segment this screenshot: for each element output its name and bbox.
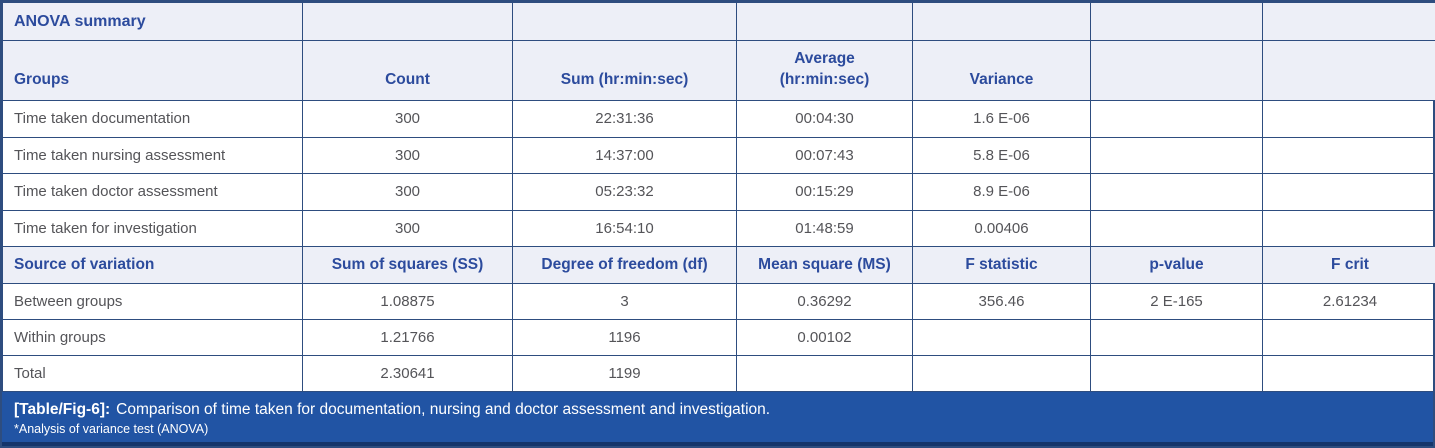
empty-cell — [1090, 2, 1263, 41]
table-cell — [1090, 173, 1263, 211]
col-header-sum-of-squares: Sum of squares (SS) — [302, 246, 513, 284]
anova-table: ANOVA summary Groups Count Sum (hr:min:s… — [2, 2, 1435, 392]
table-cell: 300 — [302, 136, 513, 174]
table-cell — [736, 355, 913, 392]
table-cell: 01:48:59 — [736, 209, 913, 247]
row-label: Within groups — [2, 319, 303, 356]
empty-cell — [912, 2, 1091, 41]
col-header-groups: Groups — [2, 40, 303, 101]
caption-bar: [Table/Fig-6]: Comparison of time taken f… — [2, 392, 1433, 446]
figure-footnote: *Analysis of variance test (ANOVA) — [14, 421, 209, 436]
table-row: Time taken documentation 300 22:31:36 00… — [2, 100, 1435, 138]
table-cell: 356.46 — [912, 283, 1091, 320]
figure-caption: [Table/Fig-6]: Comparison of time taken f… — [14, 399, 1421, 421]
table-cell: 1196 — [512, 319, 737, 356]
figure-caption-label: [Table/Fig-6]: — [14, 400, 111, 418]
row-label: Time taken documentation — [2, 100, 303, 138]
table-cell: 1.6 E-06 — [912, 100, 1091, 138]
table-cell: 16:54:10 — [512, 209, 737, 247]
table-row: Time taken doctor assessment 300 05:23:3… — [2, 173, 1435, 211]
table-cell: 1199 — [512, 355, 737, 392]
empty-cell — [1090, 40, 1263, 101]
table-cell — [912, 319, 1091, 356]
table-cell: 300 — [302, 173, 513, 211]
table-cell: 1.08875 — [302, 283, 513, 320]
table-cell — [1262, 136, 1435, 174]
table-cell: 8.9 E-06 — [912, 173, 1091, 211]
table-cell — [1090, 136, 1263, 174]
table-row: Total 2.30641 1199 — [2, 355, 1435, 392]
table-cell: 300 — [302, 209, 513, 247]
row-label: Total — [2, 355, 303, 392]
table-row-summary-header: Groups Count Sum (hr:min:sec) Average (h… — [2, 40, 1435, 101]
empty-cell — [302, 2, 513, 41]
table-cell: 00:04:30 — [736, 100, 913, 138]
table-cell — [912, 355, 1091, 392]
empty-cell — [1262, 40, 1435, 101]
table-row: Time taken for investigation 300 16:54:1… — [2, 209, 1435, 247]
col-header-average: Average (hr:min:sec) — [736, 40, 913, 101]
row-label: Time taken for investigation — [2, 209, 303, 247]
col-header-f-crit: F crit — [1262, 246, 1435, 284]
col-header-variance: Variance — [912, 40, 1091, 101]
col-header-f-statistic: F statistic — [912, 246, 1091, 284]
table-cell — [1262, 319, 1435, 356]
table-cell: 2.61234 — [1262, 283, 1435, 320]
table-cell: 0.00406 — [912, 209, 1091, 247]
table-cell — [1090, 209, 1263, 247]
table-title: ANOVA summary — [2, 2, 303, 41]
table-cell: 2.30641 — [302, 355, 513, 392]
table-cell: 1.21766 — [302, 319, 513, 356]
table-row-variation-header: Source of variation Sum of squares (SS) … — [2, 246, 1435, 284]
table-cell — [1262, 100, 1435, 138]
table-cell: 0.00102 — [736, 319, 913, 356]
empty-cell — [512, 2, 737, 41]
col-header-source-of-variation: Source of variation — [2, 246, 303, 284]
table-cell: 00:07:43 — [736, 136, 913, 174]
table-cell: 3 — [512, 283, 737, 320]
col-header-sum: Sum (hr:min:sec) — [512, 40, 737, 101]
table-cell: 2 E-165 — [1090, 283, 1263, 320]
table-row: Time taken nursing assessment 300 14:37:… — [2, 136, 1435, 174]
empty-cell — [1262, 2, 1435, 41]
row-label: Between groups — [2, 283, 303, 320]
table-cell — [1262, 173, 1435, 211]
col-header-p-value: p-value — [1090, 246, 1263, 284]
col-header-count: Count — [302, 40, 513, 101]
table-cell: 5.8 E-06 — [912, 136, 1091, 174]
figure-caption-text: Comparison of time taken for documentati… — [116, 400, 771, 418]
table-cell: 0.36292 — [736, 283, 913, 320]
table-cell — [1090, 319, 1263, 356]
col-header-degree-of-freedom: Degree of freedom (df) — [512, 246, 737, 284]
table-cell — [1262, 209, 1435, 247]
table-cell: 22:31:36 — [512, 100, 737, 138]
table-cell — [1262, 355, 1435, 392]
table-cell: 300 — [302, 100, 513, 138]
row-label: Time taken doctor assessment — [2, 173, 303, 211]
row-label: Time taken nursing assessment — [2, 136, 303, 174]
col-header-mean-square: Mean square (MS) — [736, 246, 913, 284]
table-cell — [1090, 100, 1263, 138]
table-cell — [1090, 355, 1263, 392]
empty-cell — [736, 2, 913, 41]
table-cell: 00:15:29 — [736, 173, 913, 211]
table-row-title: ANOVA summary — [2, 2, 1435, 41]
table-row: Between groups 1.08875 3 0.36292 356.46 … — [2, 283, 1435, 320]
table-row: Within groups 1.21766 1196 0.00102 — [2, 319, 1435, 356]
table-cell: 14:37:00 — [512, 136, 737, 174]
table-cell: 05:23:32 — [512, 173, 737, 211]
